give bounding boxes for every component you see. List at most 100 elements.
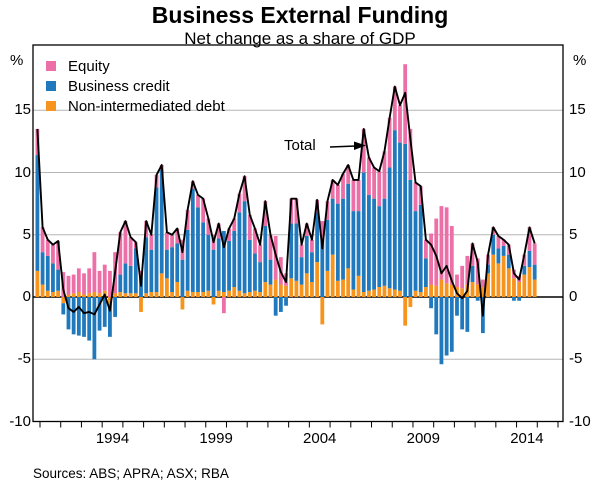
x-axis-year-label: 1994 xyxy=(95,430,130,447)
bar-segment-business-credit xyxy=(165,249,169,279)
bar-segment-equity xyxy=(398,105,402,143)
bar-segment-equity xyxy=(522,254,527,266)
bar-segment-non-intermediated-debt xyxy=(512,278,516,297)
bar-segment-business-credit xyxy=(247,239,252,293)
y-axis-tick-label-left: 0 xyxy=(22,288,31,305)
bar-segment-equity xyxy=(299,244,304,258)
bar-segment-non-intermediated-debt xyxy=(486,273,490,297)
bar-segment-non-intermediated-debt xyxy=(196,292,200,297)
bar-segment-equity xyxy=(118,232,123,275)
bar-segment-non-intermediated-debt xyxy=(40,284,45,297)
bar-segment-non-intermediated-debt xyxy=(128,293,133,297)
bar-segment-business-credit xyxy=(35,155,40,271)
bar-segment-equity xyxy=(403,64,408,144)
bar-segment-non-intermediated-debt xyxy=(76,292,81,297)
bar-segment-equity xyxy=(439,206,444,280)
bar-segment-business-credit xyxy=(517,297,522,301)
bar-segment-non-intermediated-debt xyxy=(56,290,61,297)
total-line xyxy=(36,85,536,317)
bar-segment-equity xyxy=(294,198,299,224)
bar-segment-business-credit xyxy=(491,234,496,255)
bar-segment-equity xyxy=(175,228,180,244)
bar-segment-non-intermediated-debt xyxy=(206,290,211,297)
bar-segment-equity xyxy=(196,194,200,208)
bar-segment-business-credit xyxy=(102,297,107,327)
bar-segment-business-credit xyxy=(216,238,221,291)
bar-segment-business-credit xyxy=(227,240,231,291)
bar-segment-business-credit xyxy=(139,277,143,297)
bar-segment-business-credit xyxy=(232,231,237,288)
bar-segment-equity xyxy=(232,218,237,232)
bar-segment-equity xyxy=(258,244,263,263)
bar-segment-non-intermediated-debt xyxy=(475,284,480,297)
y-axis-tick-label-left: 5 xyxy=(22,225,31,243)
bar-segment-business-credit xyxy=(82,297,86,337)
bar-segment-business-credit xyxy=(449,297,454,352)
bar-segment-equity xyxy=(356,179,361,212)
bar-segment-business-credit xyxy=(273,297,278,316)
bar-segment-equity xyxy=(201,198,206,223)
bar-segment-non-intermediated-debt xyxy=(403,297,408,326)
x-axis-year-label: 2004 xyxy=(303,430,337,447)
bar-segment-non-intermediated-debt xyxy=(175,282,180,297)
bar-segment-non-intermediated-debt xyxy=(382,285,387,297)
bar-segment-business-credit xyxy=(154,187,159,293)
bar-segment-equity xyxy=(76,268,81,293)
y-axis-unit-right: % xyxy=(573,52,587,69)
bar-segment-non-intermediated-debt xyxy=(418,292,423,297)
bar-segment-business-credit xyxy=(263,226,268,283)
y-axis-tick-label-left: 15 xyxy=(14,101,31,119)
bar-segment-non-intermediated-debt xyxy=(263,282,268,297)
bar-segment-equity xyxy=(227,228,231,241)
bar-segment-non-intermediated-debt xyxy=(221,292,226,297)
bar-segment-non-intermediated-debt xyxy=(522,274,527,297)
bar-segment-equity xyxy=(325,201,330,220)
y-axis-tick-label-left: -10 xyxy=(9,412,31,430)
bar-segment-non-intermediated-debt xyxy=(66,294,71,297)
bar-segment-business-credit xyxy=(418,204,423,293)
bar-segment-equity xyxy=(56,240,61,270)
bar-segment-non-intermediated-debt xyxy=(289,278,294,297)
bar-segment-business-credit xyxy=(159,170,164,274)
bar-segment-equity xyxy=(108,270,112,297)
bar-segment-equity xyxy=(149,234,154,250)
bar-segment-business-credit xyxy=(320,239,325,297)
bar-segment-business-credit xyxy=(51,263,55,293)
bar-segment-equity xyxy=(102,264,107,291)
bar-segment-business-credit xyxy=(532,264,537,280)
bar-segment-non-intermediated-debt xyxy=(97,293,102,297)
y-axis-tick-label-right: 0 xyxy=(569,288,578,305)
bar-segment-non-intermediated-debt xyxy=(123,293,128,297)
bar-segment-non-intermediated-debt xyxy=(268,284,273,297)
bar-segment-business-credit xyxy=(315,212,320,263)
bar-segment-business-credit xyxy=(470,265,475,283)
legend-item-equity: Equity xyxy=(46,56,225,76)
bar-segment-equity xyxy=(424,239,428,259)
legend-swatch-icon xyxy=(46,81,56,91)
bar-segment-business-credit xyxy=(128,265,133,294)
bar-segment-non-intermediated-debt xyxy=(71,293,76,297)
y-axis-unit-left: % xyxy=(10,52,24,69)
bar-segment-business-credit xyxy=(522,265,527,275)
y-axis-tick-label-left: -5 xyxy=(17,350,31,368)
bar-segment-business-credit xyxy=(97,297,102,331)
bar-segment-equity xyxy=(263,201,268,227)
bar-segment-business-credit xyxy=(76,297,81,336)
bar-segment-equity xyxy=(242,176,247,202)
bar-segment-equity xyxy=(480,279,485,288)
bar-segment-equity xyxy=(123,221,128,264)
bar-segment-equity xyxy=(444,207,449,284)
bar-segment-non-intermediated-debt xyxy=(113,293,117,297)
bar-segment-equity xyxy=(40,227,45,253)
bar-segment-non-intermediated-debt xyxy=(449,284,454,297)
bar-segment-business-credit xyxy=(289,223,294,279)
bar-segment-business-credit xyxy=(221,231,226,293)
legend-swatch-icon xyxy=(46,61,56,71)
bar-segment-non-intermediated-debt xyxy=(398,290,402,297)
bar-segment-equity xyxy=(377,171,382,207)
bar-segment-business-credit xyxy=(387,167,392,289)
bar-segment-equity xyxy=(413,182,418,212)
bar-segment-equity xyxy=(247,214,252,240)
bar-segment-equity xyxy=(310,239,314,253)
